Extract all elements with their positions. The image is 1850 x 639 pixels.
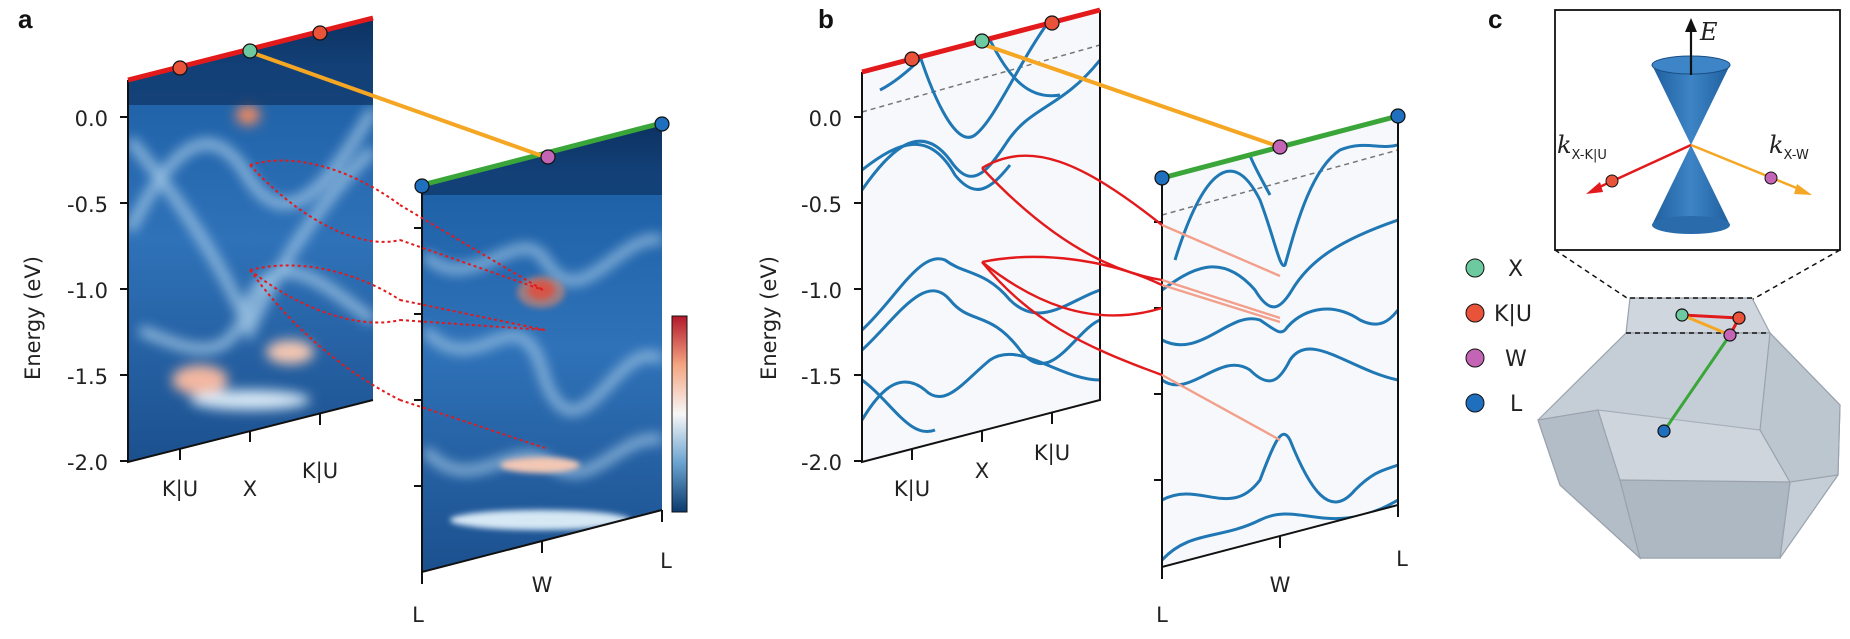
bz-marker-x: [1675, 308, 1689, 322]
ytick-b-0: 0.0: [809, 107, 842, 131]
panel-label-c: c: [1488, 4, 1502, 34]
xtick-b-left-0: K|U: [894, 477, 930, 502]
k-x-ku-label: kX-K|U: [1557, 131, 1607, 163]
panel-label-a: a: [18, 4, 33, 34]
dotted-connectors-a: [249, 159, 546, 449]
bz-marker-w: [1723, 328, 1737, 342]
panel-a: Energy (eV) 0.0 -0.5 -1.0 -1.5 -2.0: [21, 15, 688, 627]
y-axis-label-a: Energy (eV): [21, 256, 45, 380]
xtick-b-left-2: K|U: [1034, 441, 1070, 466]
solid-connectors-b: [981, 154, 1163, 377]
arpes-image-kx: [128, 18, 373, 462]
ytick-a-3: -1.5: [67, 365, 108, 389]
ytick-b-4: -2.0: [801, 451, 842, 475]
path-xw-line-a: [249, 50, 549, 160]
ytick-b-1: -0.5: [801, 193, 842, 217]
marker-x-a: [242, 43, 258, 59]
xtick-a-left-1: X: [243, 477, 257, 501]
marker-k-u-right-a: [312, 25, 328, 41]
xtick-b-right-2: L: [1396, 547, 1408, 571]
legend-label-x: X: [1508, 257, 1523, 282]
marker-k-u-left-a: [172, 60, 188, 76]
marker-l-left-b: [1154, 170, 1170, 186]
xtick-a-left-2: K|U: [302, 459, 338, 484]
legend-swatch-x: [1465, 258, 1485, 278]
marker-k-u-right-b: [1044, 15, 1060, 31]
xtick-b-right-0: L: [1156, 603, 1168, 627]
marker-x-b: [974, 33, 990, 49]
marker-l-left-a: [414, 178, 430, 194]
k-x-w-arrow: [1690, 143, 1805, 193]
faded-connectors-b: [1161, 223, 1281, 442]
ytick-b-2: -1.0: [801, 279, 842, 303]
y-axis-label-b: Energy (eV): [757, 256, 781, 380]
legend-label-l: L: [1510, 392, 1523, 417]
ytick-a-0: 0.0: [75, 107, 108, 131]
xtick-b-right-1: W: [1270, 573, 1291, 597]
ytick-a-2: -1.0: [67, 279, 108, 303]
legend: X K|U W L: [1465, 257, 1532, 417]
panel-c: E kX-K|U kX-W: [1465, 9, 1841, 560]
brillouin-zone: [1537, 297, 1841, 560]
panel-b: Energy (eV) 0.0 -0.5 -1.0 -1.5 -2.0: [757, 7, 1408, 627]
energy-axis-label: E: [1699, 18, 1718, 46]
xtick-a-left-0: K|U: [162, 477, 198, 502]
xtick-a-right-0: L: [412, 603, 424, 627]
k-x-w-label: kX-W: [1769, 131, 1809, 163]
marker-k-u-left-b: [904, 51, 920, 67]
legend-label-w: W: [1505, 347, 1527, 372]
legend-swatch-k-u: [1465, 303, 1485, 323]
band-structure-wl: [1162, 129, 1398, 562]
xtick-a-right-1: W: [532, 573, 553, 597]
arpes-image-wl: [422, 123, 662, 572]
band-structure-kx: [862, 19, 1100, 461]
marker-w-b: [1272, 139, 1288, 155]
legend-label-k-u: K|U: [1494, 302, 1532, 327]
panel-label-b: b: [818, 4, 834, 34]
legend-swatch-l: [1465, 393, 1485, 413]
marker-l-right-a: [654, 116, 670, 132]
ytick-a-4: -2.0: [67, 451, 108, 475]
bz-marker-l: [1657, 424, 1671, 438]
marker-w-a: [540, 149, 556, 165]
xtick-b-left-1: X: [975, 459, 989, 483]
ytick-b-3: -1.5: [801, 365, 842, 389]
xtick-a-right-2: L: [660, 549, 672, 573]
ytick-a-1: -0.5: [67, 193, 108, 217]
path-xw-line-b: [981, 42, 1281, 149]
colorbar: [671, 315, 688, 513]
legend-swatch-w: [1465, 348, 1485, 368]
bz-marker-k-u: [1732, 311, 1746, 325]
marker-l-right-b: [1390, 108, 1406, 124]
